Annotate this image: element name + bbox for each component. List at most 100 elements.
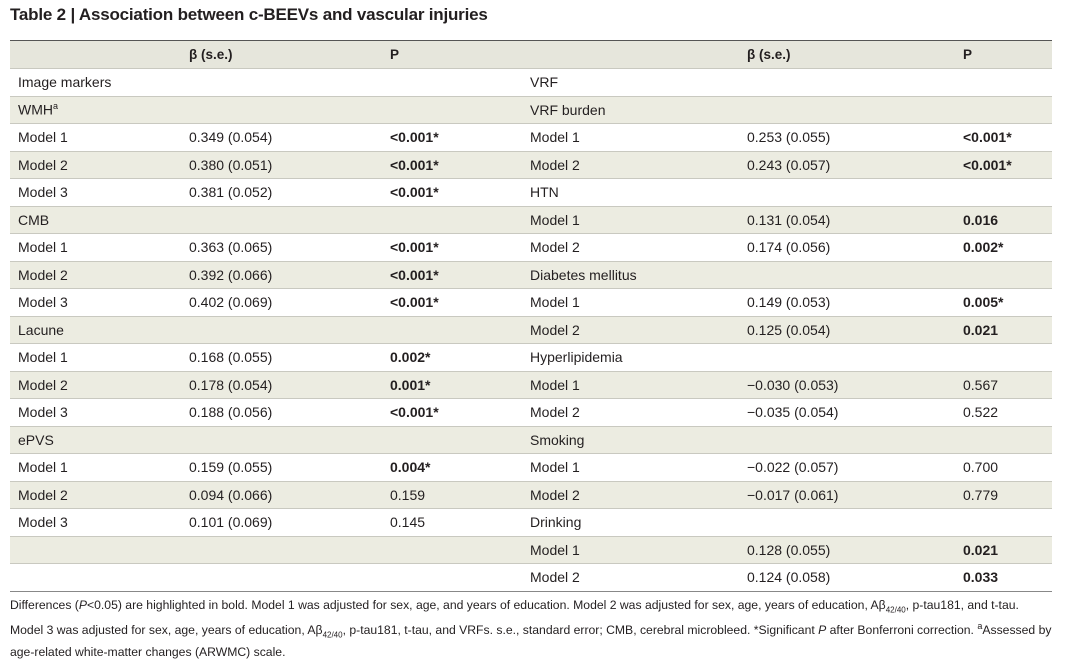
row-label-text: Model 3 [18, 184, 68, 201]
row-label-text: HTN [530, 184, 559, 201]
footnote: Differences (P<0.05) are highlighted in … [10, 597, 1055, 661]
beta-cell [181, 68, 382, 96]
beta-cell: 0.174 (0.056) [739, 233, 955, 261]
row-label-text: Lacune [18, 321, 64, 338]
row-label: Model 1 [522, 535, 739, 564]
p-cell: <0.001* [382, 123, 522, 151]
beta-cell: 0.131 (0.054) [739, 205, 955, 234]
header-cell: P [963, 47, 973, 62]
table-row: CMB Model 1 0.131 (0.054) 0.016 [10, 205, 1052, 234]
beta-cell [739, 425, 955, 454]
beta-cell [739, 260, 955, 289]
row-label-text: Model 2 [18, 156, 68, 173]
header-cell: β (s.e.) [747, 47, 791, 62]
p-cell [955, 508, 1052, 536]
row-label-text: Diabetes mellitus [530, 266, 637, 283]
row-label: Model 3 [10, 178, 181, 206]
beta-cell: 0.124 (0.058) [739, 563, 955, 592]
row-label-text: Model 1 [530, 294, 580, 311]
row-label [10, 563, 181, 592]
p-cell: 0.002* [955, 233, 1052, 261]
row-label-text: Image markers [18, 74, 112, 91]
table-row: Model 2 0.124 (0.058) 0.033 [10, 563, 1052, 592]
row-label: Model 1 [10, 123, 181, 151]
row-label: WMHa [10, 95, 181, 124]
row-label-text: Model 3 [18, 404, 68, 421]
beta-cell: 0.402 (0.069) [181, 288, 382, 316]
beta-cell: 0.178 (0.054) [181, 370, 382, 399]
row-label-text: Model 1 [18, 459, 68, 476]
p-cell: <0.001* [955, 150, 1052, 179]
p-cell [382, 535, 522, 564]
p-cell: 0.779 [955, 480, 1052, 509]
table-row: Model 1 0.159 (0.055) 0.004* Model 1 −0.022 … [10, 453, 1052, 481]
row-label: Model 2 [10, 370, 181, 399]
row-label-text: VRF [530, 74, 558, 91]
footnote-text: Differences ( [10, 598, 79, 612]
row-label-text: ePVS [18, 431, 54, 448]
row-label-text: Model 2 [530, 569, 580, 586]
beta-cell [181, 95, 382, 124]
row-label: Model 3 [10, 508, 181, 536]
footnote-text: <0.05) are highlighted in bold. Model 1 … [87, 598, 886, 612]
p-cell: 0.004* [382, 453, 522, 481]
p-cell: 0.021 [955, 315, 1052, 344]
beta-cell [739, 343, 955, 371]
row-label [10, 535, 181, 564]
table-row: Image markers VRF [10, 68, 1052, 96]
beta-cell [181, 535, 382, 564]
beta-cell: 0.381 (0.052) [181, 178, 382, 206]
p-cell [382, 425, 522, 454]
p-cell: 0.145 [382, 508, 522, 536]
row-label-text: Model 2 [530, 156, 580, 173]
row-label-text: VRF burden [530, 101, 606, 118]
row-label: Model 1 [522, 123, 739, 151]
beta-cell: 0.149 (0.053) [739, 288, 955, 316]
footnote-text: P [78, 598, 88, 612]
footnote-text: a [977, 621, 983, 632]
table-row: Model 2 0.392 (0.066) <0.001* Diabetes mell… [10, 260, 1052, 289]
row-label: Model 1 [10, 343, 181, 371]
beta-cell: 0.094 (0.066) [181, 480, 382, 509]
p-cell: 0.567 [955, 370, 1052, 399]
row-label-text: Model 2 [530, 239, 580, 256]
p-cell: 0.033 [955, 563, 1052, 592]
beta-cell [739, 95, 955, 124]
p-cell: <0.001* [382, 233, 522, 261]
row-label-text: Model 2 [18, 486, 68, 503]
row-label: Model 2 [522, 398, 739, 426]
p-cell [955, 425, 1052, 454]
table-row: Model 2 0.380 (0.051) <0.001* Model 2 0.243 … [10, 150, 1052, 179]
table-row: WMHa VRF burden [10, 95, 1052, 124]
beta-cell: 0.101 (0.069) [181, 508, 382, 536]
beta-cell [181, 425, 382, 454]
row-label-text: Model 2 [530, 404, 580, 421]
header-cell [522, 41, 739, 69]
row-label: Hyperlipidemia [522, 343, 739, 371]
row-label-note: a [53, 101, 59, 112]
footnote-text: 42/40 [322, 630, 343, 640]
beta-cell: 0.349 (0.054) [181, 123, 382, 151]
row-label-text: Model 1 [18, 129, 68, 146]
row-label: Model 3 [10, 288, 181, 316]
beta-cell: 0.159 (0.055) [181, 453, 382, 481]
row-label: Model 1 [522, 370, 739, 399]
beta-cell [181, 563, 382, 592]
row-label: Model 1 [522, 205, 739, 234]
p-cell: 0.005* [955, 288, 1052, 316]
beta-cell: 0.128 (0.055) [739, 535, 955, 564]
beta-cell [739, 508, 955, 536]
row-label-text: Model 1 [530, 459, 580, 476]
p-cell: <0.001* [382, 288, 522, 316]
footnote-text: , p-tau181, and t-tau. Model 3 was adjus… [10, 598, 1019, 638]
row-label: Model 1 [10, 453, 181, 481]
footnote-text: P [818, 623, 827, 638]
p-cell [955, 68, 1052, 96]
beta-cell: −0.017 (0.061) [739, 480, 955, 509]
row-label-text: Model 1 [18, 239, 68, 256]
p-cell: 0.700 [955, 453, 1052, 481]
p-cell [382, 95, 522, 124]
row-label: Model 2 [522, 150, 739, 179]
row-label: HTN [522, 178, 739, 206]
